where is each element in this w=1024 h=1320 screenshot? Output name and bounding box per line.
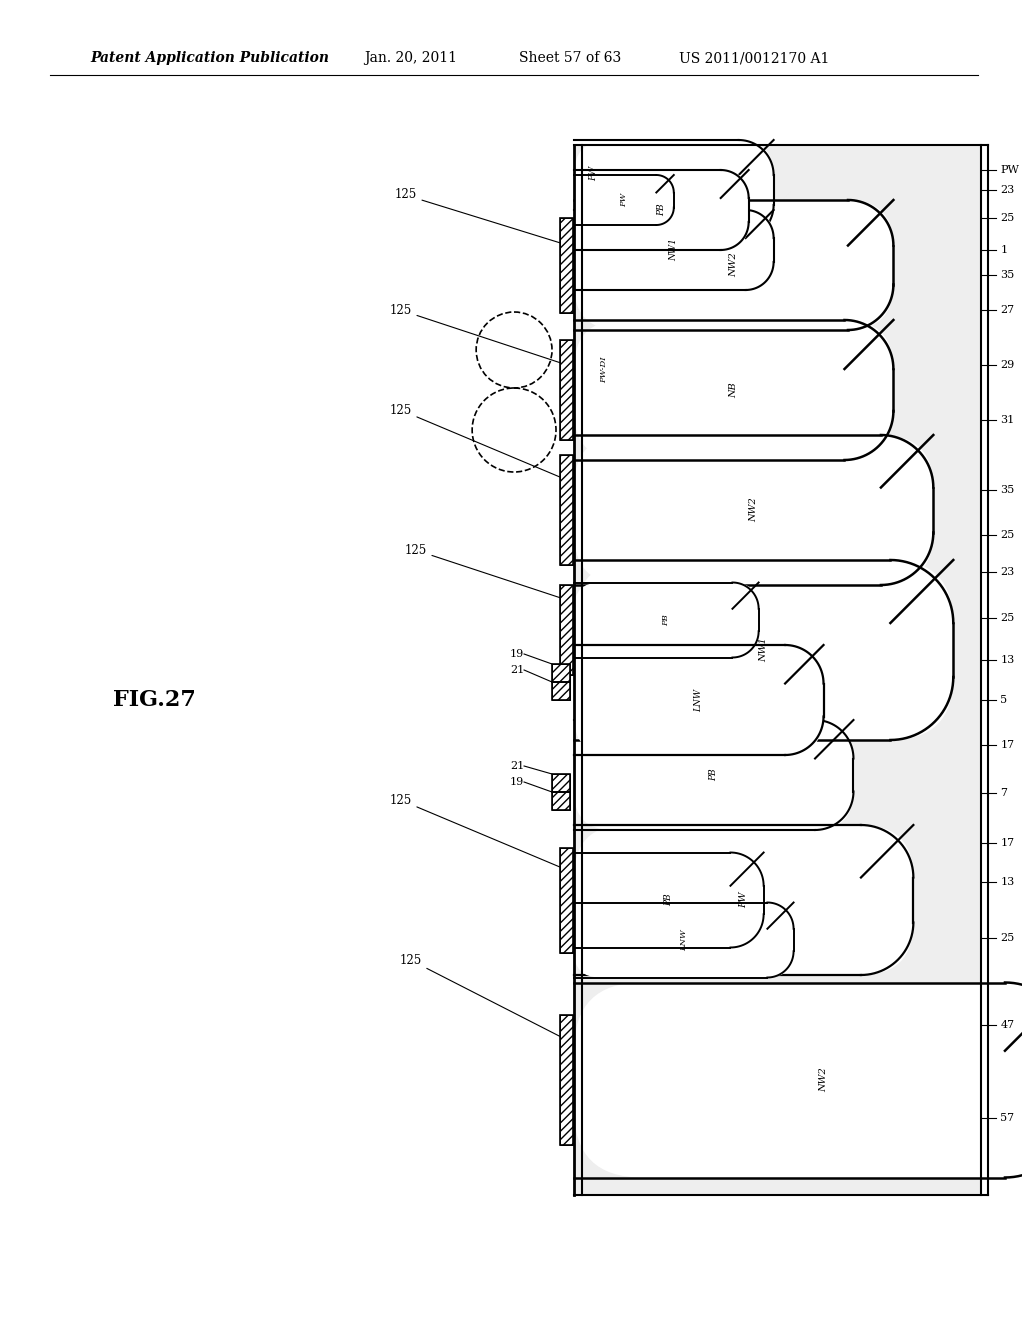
Text: 27: 27: [1000, 305, 1015, 315]
Bar: [560, 218, 573, 313]
Text: 29: 29: [1000, 360, 1015, 370]
Text: 57: 57: [1000, 1113, 1015, 1123]
Text: 25: 25: [1000, 213, 1015, 223]
Text: NW2: NW2: [729, 252, 738, 277]
Text: US 2011/0012170 A1: US 2011/0012170 A1: [679, 51, 829, 65]
Text: 7: 7: [1000, 788, 1008, 799]
Text: NW1: NW1: [670, 239, 678, 261]
Text: Sheet 57 of 63: Sheet 57 of 63: [519, 51, 622, 65]
Text: 35: 35: [1000, 271, 1015, 280]
FancyBboxPatch shape: [574, 201, 893, 330]
Text: PB: PB: [665, 894, 674, 907]
Text: PW: PW: [590, 165, 598, 181]
Text: LNW: LNW: [694, 689, 703, 711]
FancyBboxPatch shape: [574, 436, 933, 585]
FancyBboxPatch shape: [574, 645, 823, 755]
Text: 125: 125: [389, 304, 564, 364]
Text: Patent Application Publication: Patent Application Publication: [90, 51, 329, 65]
Bar: [560, 341, 573, 440]
Text: 31: 31: [1000, 414, 1015, 425]
Text: 47: 47: [1000, 1020, 1015, 1030]
Text: 25: 25: [1000, 933, 1015, 942]
Text: NW2: NW2: [819, 1068, 828, 1093]
Bar: [560, 1015, 573, 1144]
FancyBboxPatch shape: [574, 560, 953, 741]
Text: NB: NB: [729, 383, 738, 397]
FancyBboxPatch shape: [574, 176, 674, 224]
Text: 17: 17: [1000, 838, 1015, 847]
Text: 25: 25: [1000, 612, 1015, 623]
FancyBboxPatch shape: [574, 582, 759, 657]
Text: 19: 19: [510, 649, 524, 659]
FancyBboxPatch shape: [574, 170, 749, 249]
Text: 5: 5: [1000, 696, 1008, 705]
Text: PW: PW: [1000, 165, 1019, 176]
Text: Jan. 20, 2011: Jan. 20, 2011: [365, 51, 458, 65]
Text: 35: 35: [1000, 484, 1015, 495]
Text: LNW: LNW: [680, 929, 688, 950]
Bar: [552, 792, 570, 810]
Text: PW: PW: [739, 892, 749, 908]
Bar: [552, 664, 570, 682]
Text: 21: 21: [510, 762, 524, 771]
Bar: [560, 847, 573, 953]
Bar: [552, 664, 570, 682]
Text: 125: 125: [389, 404, 564, 479]
Text: 125: 125: [394, 189, 564, 244]
Bar: [560, 341, 573, 440]
FancyBboxPatch shape: [574, 719, 853, 830]
Text: PW: PW: [620, 193, 628, 207]
Text: PB: PB: [663, 614, 671, 626]
Text: PB: PB: [710, 768, 718, 781]
Bar: [552, 792, 570, 810]
FancyBboxPatch shape: [574, 140, 773, 240]
Text: 23: 23: [1000, 568, 1015, 577]
FancyBboxPatch shape: [574, 982, 1024, 1177]
Bar: [560, 585, 573, 675]
Text: NW1: NW1: [759, 638, 768, 663]
FancyBboxPatch shape: [574, 319, 893, 459]
Bar: [560, 585, 573, 675]
Text: PB: PB: [656, 203, 666, 216]
Text: 17: 17: [1000, 741, 1015, 750]
Text: 125: 125: [399, 953, 564, 1039]
Text: 19: 19: [510, 777, 524, 787]
Text: FIG.27: FIG.27: [114, 689, 197, 711]
Bar: [560, 847, 573, 953]
Bar: [552, 774, 570, 792]
Text: 125: 125: [389, 793, 564, 869]
Bar: [560, 218, 573, 313]
Text: 13: 13: [1000, 876, 1015, 887]
Text: NW2: NW2: [750, 498, 758, 523]
Bar: [552, 682, 570, 700]
Bar: [560, 1015, 573, 1144]
FancyBboxPatch shape: [574, 825, 913, 975]
Bar: [560, 455, 573, 565]
Text: 21: 21: [510, 665, 524, 675]
Text: 1: 1: [1000, 246, 1008, 255]
Bar: [552, 682, 570, 700]
Text: Psub: Psub: [670, 180, 678, 201]
FancyBboxPatch shape: [574, 903, 794, 978]
FancyBboxPatch shape: [574, 210, 773, 290]
Text: 13: 13: [1000, 655, 1015, 665]
Bar: [574, 145, 981, 1195]
Bar: [552, 774, 570, 792]
Text: 25: 25: [1000, 531, 1015, 540]
Text: PW-DI: PW-DI: [600, 356, 608, 383]
Text: 23: 23: [1000, 185, 1015, 195]
Text: 125: 125: [404, 544, 564, 599]
Bar: [560, 455, 573, 565]
FancyBboxPatch shape: [574, 853, 764, 948]
